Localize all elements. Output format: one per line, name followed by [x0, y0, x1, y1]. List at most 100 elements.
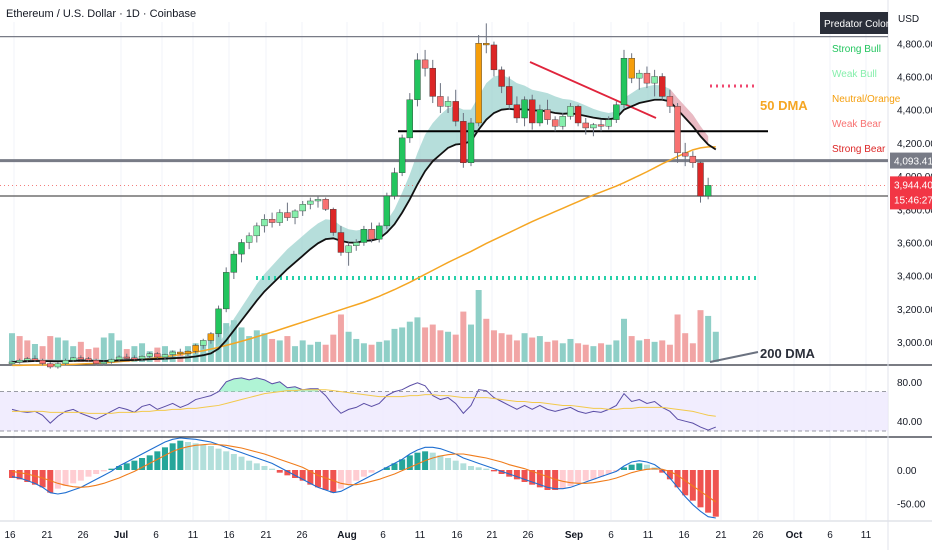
- volume-bar: [598, 343, 605, 362]
- macd-histogram-bar: [24, 470, 31, 482]
- macd-histogram-bar: [345, 470, 352, 485]
- macd-histogram-bar: [498, 470, 505, 474]
- candle-body: [360, 228, 368, 243]
- volume-bar: [93, 347, 100, 362]
- candle-body: [330, 209, 337, 233]
- candle-body: [31, 358, 39, 361]
- macd-histogram-bar: [100, 470, 107, 472]
- volume-bar: [498, 333, 505, 362]
- volume-bar: [575, 343, 582, 362]
- volume-bar: [223, 323, 230, 362]
- countdown-tag: 15:46:27: [894, 195, 932, 206]
- candle-body: [498, 69, 505, 87]
- macd-histogram-bar: [360, 470, 367, 477]
- price-tag-bg: [890, 152, 932, 169]
- last-price-tag: 3,944.40: [894, 180, 932, 191]
- candle-body: [253, 225, 261, 237]
- volume-bar: [590, 346, 597, 362]
- macd-histogram-bar: [131, 460, 138, 470]
- candle-body: [597, 124, 605, 127]
- macd-histogram-bar: [207, 446, 214, 470]
- candle-body: [169, 351, 176, 355]
- x-tick-label: 6: [380, 530, 386, 541]
- x-tick-label: 11: [188, 530, 199, 541]
- macd-histogram-bar: [108, 468, 115, 470]
- volume-bar: [39, 346, 46, 362]
- macd-histogram-bar: [490, 470, 497, 472]
- candle-body: [559, 116, 566, 127]
- macd-histogram-bar: [437, 455, 444, 470]
- macd-histogram-bar: [674, 470, 681, 488]
- macd-histogram-bar: [54, 470, 61, 489]
- volume-bar: [253, 330, 260, 362]
- macd-histogram-bar: [269, 468, 276, 470]
- macd-histogram-bar: [261, 466, 268, 470]
- macd-histogram-bar: [139, 458, 146, 470]
- volume-bar: [261, 333, 268, 362]
- macd-histogram-bar: [39, 470, 46, 488]
- volume-bar: [230, 320, 237, 362]
- candle-body: [268, 219, 276, 223]
- candle-body: [77, 357, 85, 360]
- candle-body: [521, 99, 528, 119]
- macd-histogram-bar: [445, 458, 452, 470]
- candle-body: [429, 67, 436, 97]
- rsi-overbought-fill: [218, 377, 318, 392]
- candle-body: [674, 106, 681, 154]
- volume-bar: [284, 336, 291, 362]
- volume-bar: [345, 331, 352, 362]
- volume-bar: [131, 346, 138, 362]
- ma50-label: 50 DMA: [760, 98, 808, 113]
- macd-histogram-bar: [123, 463, 130, 470]
- last-price-tag-bg: [890, 176, 932, 210]
- candle-body: [697, 162, 704, 197]
- volume-bar: [139, 343, 146, 362]
- macd-histogram-bar: [276, 470, 283, 473]
- y-tick-label: 3,400.00: [897, 272, 932, 283]
- x-tick-label: Jul: [114, 530, 129, 541]
- volume-bar: [429, 324, 436, 362]
- macd-histogram-bar: [238, 456, 245, 470]
- volume-bar: [697, 310, 704, 362]
- candle-body: [490, 44, 498, 71]
- volume-bar: [490, 330, 497, 362]
- y-tick-label: 3,200.00: [897, 305, 932, 316]
- candle-body: [230, 253, 238, 273]
- volume-bar: [77, 341, 84, 362]
- macd-histogram-bar: [598, 470, 605, 477]
- volume-bar: [651, 341, 658, 362]
- macd-histogram-bar: [353, 470, 360, 481]
- candle-body: [513, 104, 521, 119]
- macd-histogram-bar: [536, 470, 543, 488]
- macd-histogram-bar: [215, 448, 222, 470]
- candle-body: [108, 359, 115, 363]
- volume-bar: [468, 324, 474, 362]
- macd-histogram-bar: [116, 466, 123, 470]
- candle-body: [215, 308, 222, 334]
- candle-body: [605, 119, 612, 127]
- x-tick-label: 6: [153, 530, 159, 541]
- volume-bar: [544, 341, 551, 362]
- macd-histogram-bar: [460, 463, 467, 470]
- macd-histogram-bar: [192, 443, 199, 470]
- macd-histogram-bar: [636, 463, 643, 470]
- candle-body: [452, 101, 459, 122]
- volume-bar: [536, 336, 543, 362]
- volume-bar: [529, 337, 536, 362]
- volume-bar: [100, 337, 107, 362]
- candle-body: [704, 185, 712, 197]
- x-tick-label: 11: [861, 530, 872, 541]
- macd-histogram-bar: [697, 470, 704, 508]
- candle-body: [406, 99, 413, 139]
- volume-bar: [552, 340, 559, 362]
- candle-body: [613, 104, 620, 120]
- volume-bar: [85, 349, 92, 362]
- ma200-label: 200 DMA: [760, 346, 816, 361]
- x-tick-label: 6: [827, 530, 833, 541]
- macd-histogram-bar: [184, 442, 191, 470]
- volume-bar: [414, 317, 421, 362]
- candle-body: [115, 356, 123, 360]
- macd-histogram-bar: [246, 460, 253, 470]
- candle-body: [123, 356, 130, 359]
